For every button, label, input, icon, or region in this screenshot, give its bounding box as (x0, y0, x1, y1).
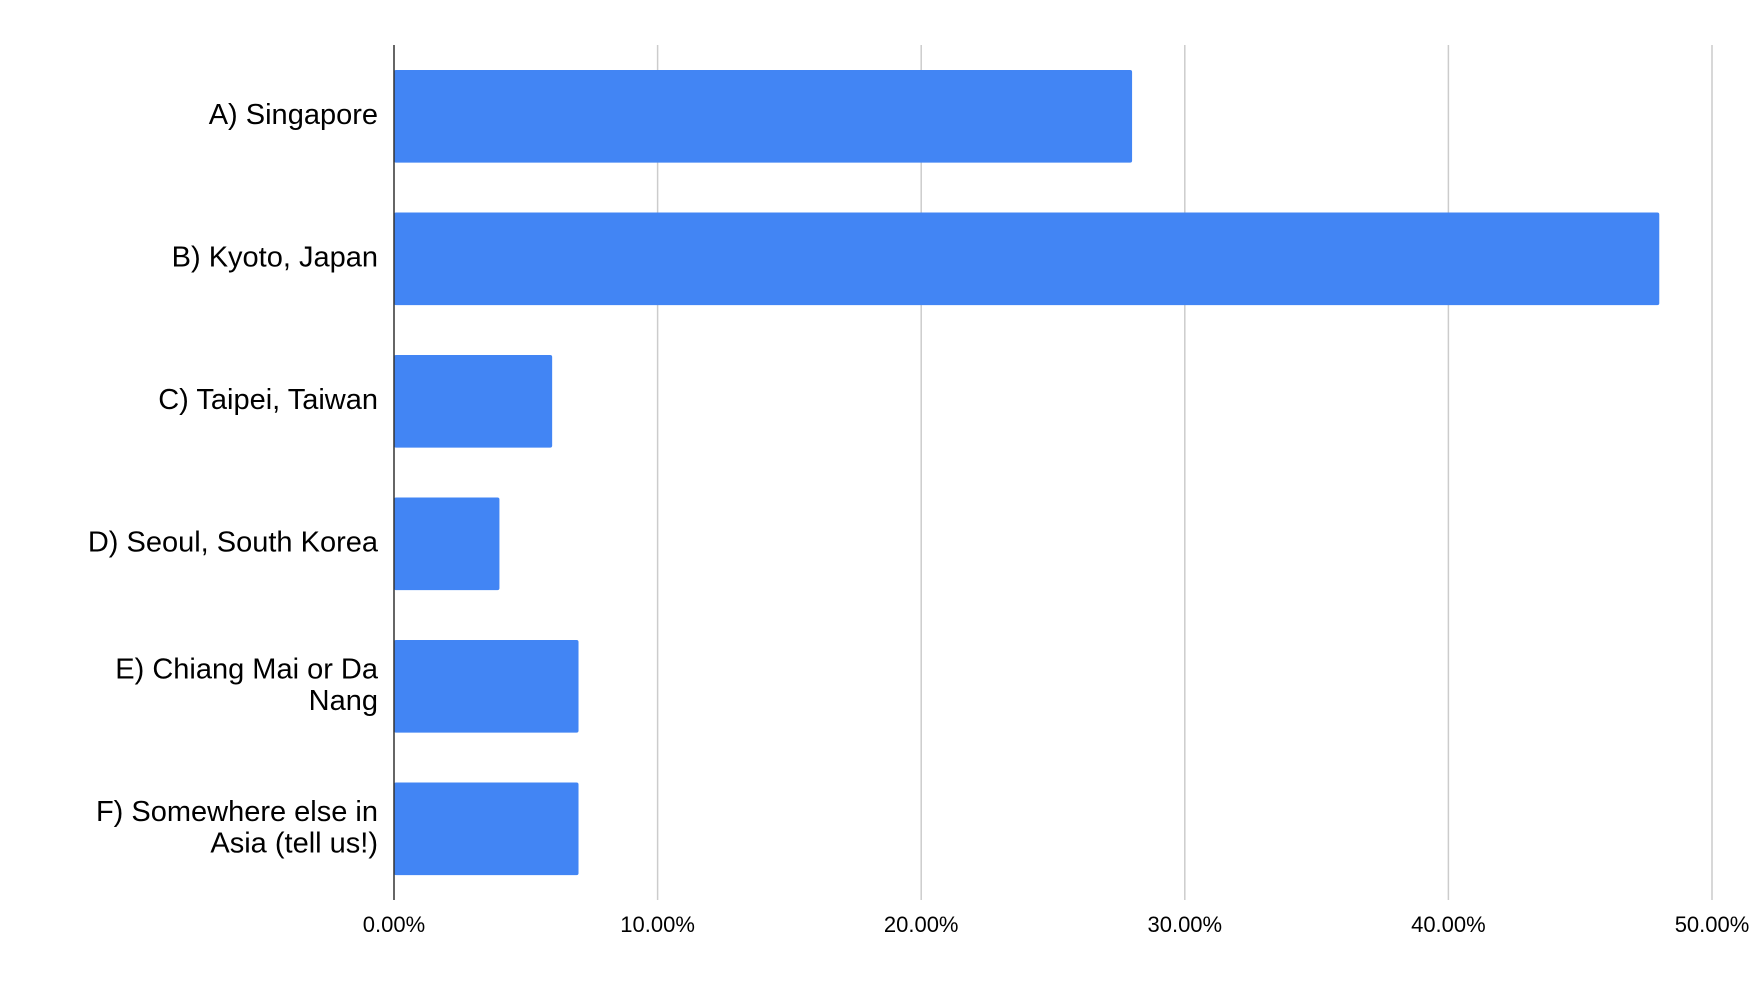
y-tick-label: B) Kyoto, Japan (172, 241, 378, 273)
y-tick-label: D) Seoul, South Korea (88, 526, 379, 558)
bar (394, 639, 579, 733)
y-tick-label: E) Chiang Mai or Da Nang (115, 653, 379, 716)
bar (394, 212, 1660, 306)
x-tick-label: 0.00% (363, 912, 425, 937)
bar (394, 354, 553, 448)
x-tick-label: 20.00% (884, 912, 959, 937)
x-tick-label: 30.00% (1147, 912, 1222, 937)
bar (394, 782, 579, 876)
x-tick-label: 40.00% (1411, 912, 1486, 937)
bar (394, 69, 1133, 163)
y-tick-label: C) Taipei, Taiwan (158, 384, 378, 416)
y-tick-label: F) Somewhere else in Asia (tell us!) (96, 796, 378, 859)
bar (394, 497, 500, 591)
x-tick-label: 10.00% (620, 912, 695, 937)
x-tick-label: 50.00% (1675, 912, 1750, 937)
y-tick-label: A) Singapore (209, 99, 378, 131)
